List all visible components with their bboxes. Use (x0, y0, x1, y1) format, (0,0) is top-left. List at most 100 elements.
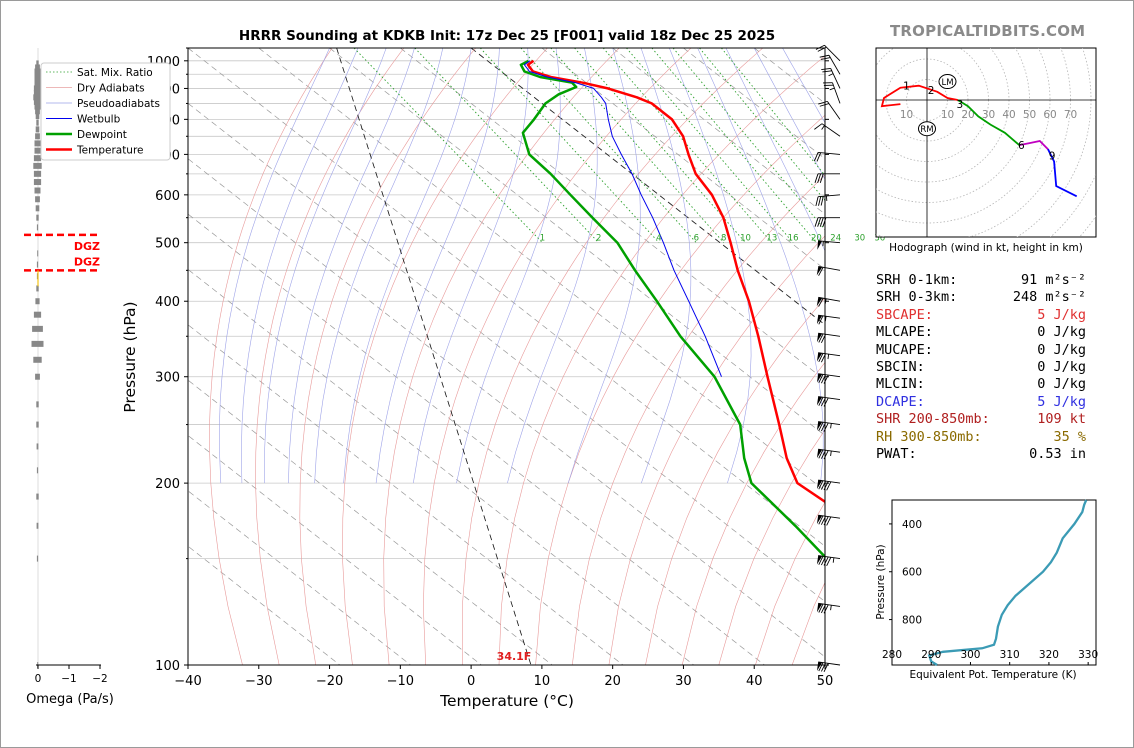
x-tick-label: −10 (387, 674, 414, 689)
barb-full (815, 44, 825, 50)
wind-barb (816, 421, 841, 432)
dewpoint-line (519, 59, 825, 559)
omega-bar (36, 60, 39, 67)
omega-bar (35, 126, 40, 133)
omega-bar (33, 94, 42, 101)
barb-full (823, 516, 829, 526)
theta-e-line (927, 499, 1088, 666)
x-tick-label: 40 (746, 674, 763, 689)
barb-staff (818, 296, 841, 302)
stat-label: MUCAPE: (876, 341, 933, 358)
barb-staff (821, 123, 841, 137)
barb-full (819, 217, 824, 227)
mixing-ratio-label: 10 (740, 234, 751, 244)
hodograph-height-label: 6 (1018, 140, 1025, 152)
mixing-ratio-line (414, 48, 599, 243)
barb-flag (816, 266, 823, 276)
barb-full (820, 57, 831, 60)
moist-adiabat (343, 48, 472, 484)
barb-staff (818, 152, 841, 155)
theta-e-xlabel: Equivalent Pot. Temperature (K) (909, 669, 1076, 681)
omega-tick-label: −1 (61, 673, 76, 685)
wind-barb (822, 82, 841, 104)
legend-label: Pseudoadiabats (77, 98, 160, 110)
stat-value: 35 % (1053, 428, 1086, 445)
moist-adiabat (219, 48, 330, 484)
barb-staff (832, 82, 841, 104)
omega-bar (34, 76, 41, 83)
mixing-ratio-line (353, 48, 543, 243)
barb-full (826, 481, 832, 491)
stat-value: 109 kt (1037, 411, 1086, 428)
mixing-ratio-line (651, 48, 817, 243)
barb-full (818, 662, 824, 672)
barb-full (818, 480, 824, 490)
omega-bar (34, 187, 41, 194)
wind-barb (814, 123, 841, 137)
barb-staff (830, 68, 841, 89)
mixing-ratio-label: 36 (874, 234, 885, 244)
omega-bar (33, 356, 42, 363)
barb-flag (816, 515, 823, 525)
barb-flag (816, 480, 823, 489)
y-tick-label: 400 (155, 295, 180, 310)
wind-barb (816, 266, 841, 276)
barb-full (814, 217, 819, 227)
barb-full (820, 334, 827, 343)
wind-barb (816, 396, 841, 407)
wind-barb (816, 602, 841, 614)
hodograph-segment (1019, 140, 1049, 150)
barb-staff (818, 514, 841, 519)
wind-barb (816, 555, 841, 567)
x-tick-label: −30 (245, 674, 272, 689)
barb-full (818, 556, 824, 565)
moist-adiabat (456, 48, 561, 484)
barb-full (823, 604, 829, 614)
isotherm-line (188, 545, 341, 665)
hodograph-ring-label: 50 (1023, 109, 1036, 121)
wind-barb (819, 54, 841, 75)
stat-label: SBCIN: (876, 358, 925, 375)
barb-full (818, 515, 824, 525)
wind-barb (815, 44, 841, 62)
barb-flag (816, 396, 823, 406)
omega-bar (34, 68, 41, 75)
hodograph-ring-label: 20 (961, 109, 974, 121)
omega-bar (35, 196, 40, 203)
isotherm-line (188, 490, 411, 665)
barb-full (820, 397, 827, 407)
barb-full (823, 374, 829, 384)
wind-barb (816, 296, 841, 307)
theta-e-x-tick-label: 290 (921, 649, 941, 661)
dry-adiabat (498, 55, 825, 665)
barb-flag (816, 373, 823, 383)
omega-bar (35, 133, 40, 140)
hodograph-ring-label: 10 (941, 109, 954, 121)
mixing-ratio-label: 4 (656, 234, 661, 244)
omega-bar (37, 250, 39, 257)
omega-bar (35, 64, 40, 71)
barb-half (830, 605, 832, 611)
wind-barb (816, 661, 841, 673)
mixing-ratio-labels: 1 2 4 6 8 10 13 16 20 24 30 36 (540, 234, 885, 244)
mixing-ratio-line (479, 48, 660, 243)
barb-flag (816, 421, 823, 431)
theta-e-y-tick-label: 400 (902, 519, 922, 531)
skewt-axes-frame (187, 47, 826, 666)
moist-adiabat (240, 48, 359, 484)
omega-bar (36, 555, 39, 562)
barb-full (818, 100, 828, 105)
barb-full (823, 397, 829, 407)
barb-flag (816, 315, 823, 325)
stat-value: 248 m²s⁻² (1012, 289, 1086, 306)
barb-full (817, 217, 822, 227)
wind-barb (815, 194, 841, 207)
omega-bar (36, 522, 39, 529)
barb-staff (818, 661, 841, 666)
omega-bar (34, 140, 41, 147)
sounding-stats-table: SRH 0-1km: 91 m²s⁻² SRH 0-3km: 248 m²s⁻² SBC… (876, 272, 1096, 463)
dry-adiabat (681, 361, 825, 665)
omega-bar (36, 443, 39, 450)
theta-e-x-tick-label: 300 (960, 649, 980, 661)
mixing-ratio-line (626, 48, 794, 243)
